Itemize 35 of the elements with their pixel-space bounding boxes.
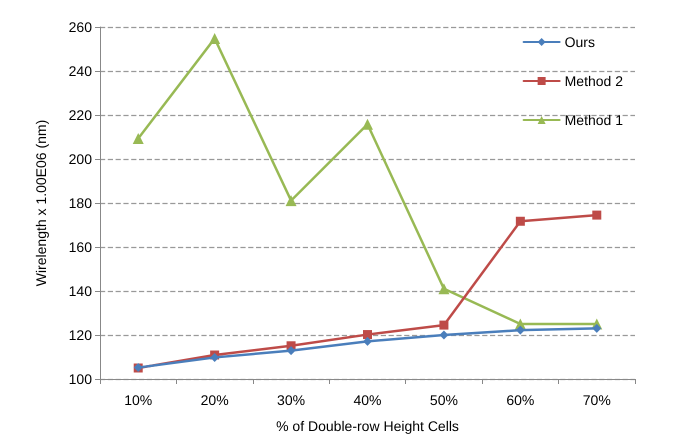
y-tick-label: 160 <box>68 239 92 255</box>
point <box>592 210 602 220</box>
legend-label: Method 2 <box>564 73 624 89</box>
x-tick-label: 20% <box>200 392 229 408</box>
y-tick-label: 180 <box>68 195 92 211</box>
point <box>439 320 448 330</box>
point <box>438 283 450 294</box>
y-tick-label: 200 <box>68 151 92 167</box>
point <box>363 330 372 340</box>
y-tick-label: 140 <box>68 283 92 299</box>
y-tick-label: 120 <box>68 327 92 343</box>
y-tick-label: 240 <box>68 63 92 79</box>
y-axis-title: Wirelength x 1.00E06 (nm) <box>33 120 49 286</box>
x-tick-label: 10% <box>124 392 152 408</box>
y-tick-label: 220 <box>68 107 92 123</box>
point <box>362 118 373 130</box>
y-tick-label: 260 <box>68 19 92 35</box>
legend-label: Ours <box>564 34 595 50</box>
x-tick-label: 50% <box>430 392 458 408</box>
point <box>439 330 448 340</box>
x-tick-label: 60% <box>506 392 534 408</box>
x-tick-label: 30% <box>277 392 306 408</box>
x-tick-label: 40% <box>353 392 382 408</box>
point <box>516 326 525 335</box>
point <box>363 336 372 346</box>
y-tick-label: 100 <box>68 371 92 387</box>
x-tick-label: 70% <box>582 392 611 408</box>
point <box>209 32 220 44</box>
point <box>132 133 144 144</box>
point <box>592 324 602 333</box>
point <box>286 346 296 356</box>
legend-label: Method 1 <box>564 112 624 128</box>
x-axis-title: % of Double-row Height Cells <box>276 418 459 434</box>
point <box>516 216 525 226</box>
point <box>286 195 297 206</box>
